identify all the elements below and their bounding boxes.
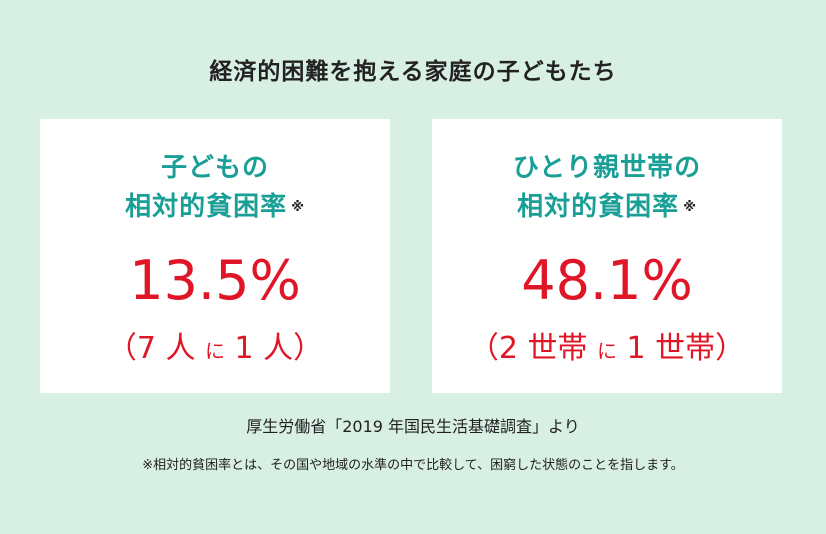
card-label-text: 相対的貧困率 (125, 192, 288, 222)
poverty-ratio: （7 人 に 1 人） (40, 323, 390, 367)
ratio-open: （7 人 (106, 331, 205, 366)
card-label-line2: 相対的貧困率 ※ (432, 186, 782, 223)
poverty-rate-value: 48.1% (521, 249, 693, 312)
card-label-line2: 相対的貧困率 ※ (40, 186, 390, 223)
ratio-close: 1 世帯） (617, 331, 746, 366)
single-parent-poverty-card: ひとり親世帯の 相対的貧困率 ※ 48.1% （2 世帯 に 1 世帯） (432, 119, 782, 393)
ratio-mid: に (597, 339, 617, 363)
ratio-open: （2 世帯 (468, 331, 597, 366)
source-text: 厚生労働省「2019 年国民生活基礎調査」より (246, 417, 580, 436)
ratio-mid: に (205, 339, 225, 363)
card-label-line1: 子どもの (160, 153, 269, 183)
note-mark: ※ (683, 200, 697, 215)
ratio-close: 1 人） (225, 331, 324, 366)
poverty-ratio: （2 世帯 に 1 世帯） (432, 323, 782, 367)
footnote-text: ※相対的貧困率とは、その国や地域の水準の中で比較して、困窮した状態のことを指しま… (142, 458, 684, 473)
page-title: 経済的困難を抱える家庭の子どもたち (209, 59, 617, 85)
card-label-text: 相対的貧困率 (517, 192, 680, 222)
poverty-rate-value: 13.5% (129, 249, 301, 312)
card-label-line1: ひとり親世帯の (512, 153, 702, 183)
note-mark: ※ (291, 200, 305, 215)
child-poverty-card: 子どもの 相対的貧困率 ※ 13.5% （7 人 に 1 人） (40, 119, 390, 393)
